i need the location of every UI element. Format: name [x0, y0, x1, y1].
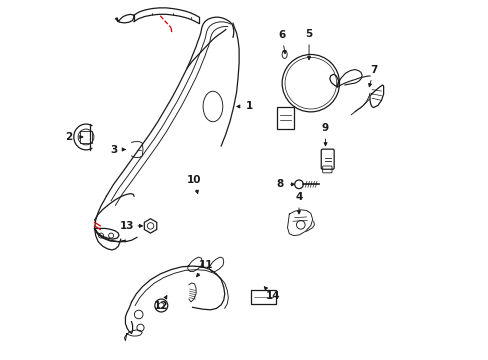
Text: 4: 4 [295, 192, 302, 202]
Text: 1: 1 [245, 102, 253, 112]
Text: 6: 6 [278, 30, 285, 40]
Text: 9: 9 [321, 123, 328, 133]
Text: 2: 2 [65, 132, 72, 142]
Text: 8: 8 [276, 179, 283, 189]
Text: 7: 7 [369, 65, 377, 75]
Text: 14: 14 [265, 291, 280, 301]
Text: 11: 11 [198, 260, 212, 270]
Text: 13: 13 [120, 221, 134, 231]
Text: 3: 3 [110, 144, 117, 154]
Text: 5: 5 [305, 29, 312, 39]
Text: 12: 12 [153, 301, 168, 311]
Text: 10: 10 [186, 175, 201, 185]
